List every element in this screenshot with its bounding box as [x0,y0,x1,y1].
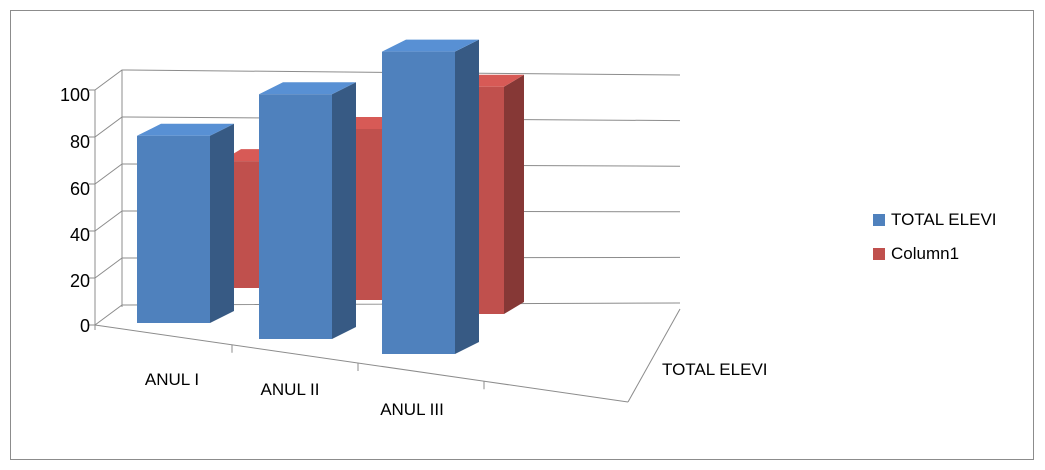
bar-front [137,135,210,323]
y-tick-label-3: 60 [70,179,90,199]
bar-total-elevi-2 [382,39,479,354]
legend-item-column1: Column1 [873,242,997,266]
bar-top [137,123,234,136]
bar-side [210,123,234,323]
legend-swatch-column1 [873,248,885,260]
bars [137,39,524,354]
legend-label-column1: Column1 [891,244,960,263]
x-tick-label-anul-ii: ANUL II [261,380,320,399]
x-axis-line [94,324,629,403]
bar-total-elevi-1 [259,82,356,339]
axis-labels: 0 20 40 60 80 100 ANUL I ANUL II ANUL II… [60,85,768,419]
bar-side [332,82,356,339]
bar-top [382,39,479,52]
y-tick-label-5: 100 [60,85,90,105]
bar-top [259,82,356,95]
legend-item-total-elevi: TOTAL ELEVI [873,208,997,232]
y-tick-label-1: 20 [70,271,90,291]
legend-label-total-elevi: TOTAL ELEVI [891,210,997,229]
bar-total-elevi-0 [137,123,234,323]
depth-axis-label: TOTAL ELEVI [662,360,768,379]
bar-front [382,51,455,354]
bar-side [504,74,524,314]
legend: TOTAL ELEVI Column1 [873,208,997,276]
legend-swatch-total-elevi [873,214,885,226]
x-tick-label-anul-iii: ANUL III [380,400,444,419]
y-tick-label-2: 40 [70,225,90,245]
y-tick-label-4: 80 [70,132,90,152]
x-tick-label-anul-i: ANUL I [145,370,199,389]
bar-side [455,39,479,354]
bar-front [259,94,332,339]
axes [89,70,681,403]
depth-axis-line [627,308,681,403]
y-tick-label-0: 0 [80,316,90,336]
